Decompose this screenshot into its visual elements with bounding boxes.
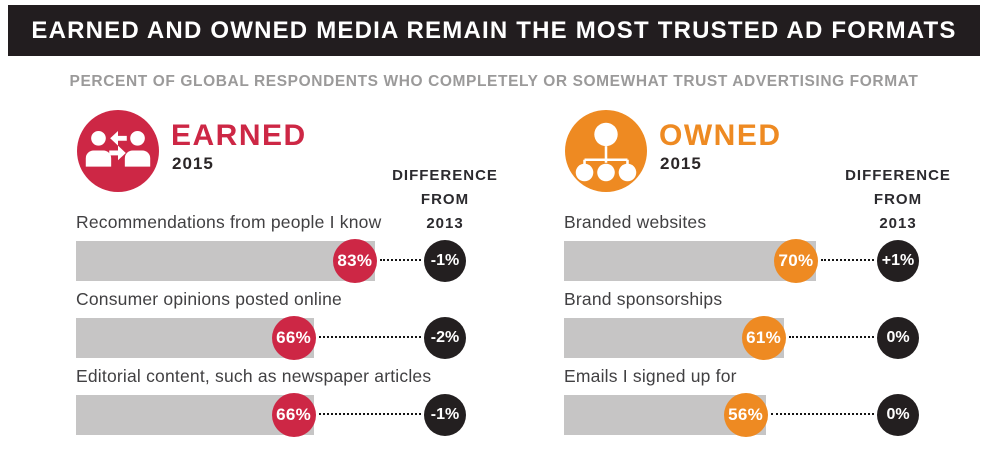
bar-fill — [76, 241, 375, 281]
dotted-connector — [821, 259, 874, 261]
bar-row: Recommendations from people I know 83% -… — [76, 212, 512, 284]
bar-area: 61% 0% — [564, 315, 984, 361]
value-bubble: 56% — [723, 393, 768, 437]
bar-row: Brand sponsorships 61% 0% — [564, 289, 984, 361]
difference-from-2013-header: DIFFERENCE FROM 2013 — [392, 167, 498, 232]
bar-area: 83% -1% — [76, 238, 512, 284]
bar-row: Branded websites 70% +1% — [564, 212, 984, 284]
bar-label: Consumer opinions posted online — [76, 289, 342, 309]
bar-area: 66% -1% — [76, 392, 512, 438]
diff-bubble: 0% — [877, 317, 919, 359]
bar-label: Emails I signed up for — [564, 366, 737, 386]
dotted-connector — [770, 413, 874, 415]
bar-label: Editorial content, such as newspaper art… — [76, 366, 432, 386]
earned-column: EARNED 2015 DIFFERENCE FROM 2013 Recomme… — [76, 108, 512, 448]
bar-area: 66% -2% — [76, 315, 512, 361]
bar-label: Branded websites — [564, 212, 707, 232]
bar-label: Recommendations from people I know — [76, 212, 382, 232]
dotted-connector — [788, 336, 874, 338]
earned-title: EARNED — [171, 119, 307, 152]
owned-column: OWNED 2015 DIFFERENCE FROM 2013 Branded … — [564, 108, 984, 448]
chart-subtitle: PERCENT OF GLOBAL RESPONDENTS WHO COMPLE… — [69, 73, 919, 90]
dotted-connector — [318, 336, 421, 338]
dotted-connector — [318, 413, 421, 415]
bar-row: Editorial content, such as newspaper art… — [76, 366, 512, 438]
value-bubble: 61% — [741, 316, 786, 360]
diff-bubble: +1% — [877, 240, 919, 282]
bar-label: Brand sponsorships — [564, 289, 723, 309]
diff-bubble: 0% — [877, 394, 919, 436]
header-bar: EARNED AND OWNED MEDIA REMAIN THE MOST T… — [8, 5, 980, 56]
diff-bubble: -2% — [424, 317, 466, 359]
bar-area: 56% 0% — [564, 392, 984, 438]
owned-title: OWNED — [659, 119, 782, 152]
bar-row: Emails I signed up for 56% 0% — [564, 366, 984, 438]
dotted-connector — [379, 259, 421, 261]
owned-year: 2015 — [660, 154, 702, 173]
bar-row: Consumer opinions posted online 66% -2% — [76, 289, 512, 361]
diff-bubble: -1% — [424, 394, 466, 436]
people-exchange-icon — [77, 110, 159, 192]
value-bubble: 83% — [332, 239, 377, 283]
value-bubble: 66% — [271, 316, 316, 360]
value-bubble: 70% — [774, 239, 818, 283]
value-bubble: 66% — [271, 393, 316, 437]
earned-year: 2015 — [172, 154, 214, 173]
bar-area: 70% +1% — [564, 238, 984, 284]
page-title: EARNED AND OWNED MEDIA REMAIN THE MOST T… — [31, 16, 957, 44]
diff-bubble: -1% — [424, 240, 466, 282]
difference-from-2013-header: DIFFERENCE FROM 2013 — [845, 167, 951, 232]
org-chart-icon — [565, 110, 647, 192]
